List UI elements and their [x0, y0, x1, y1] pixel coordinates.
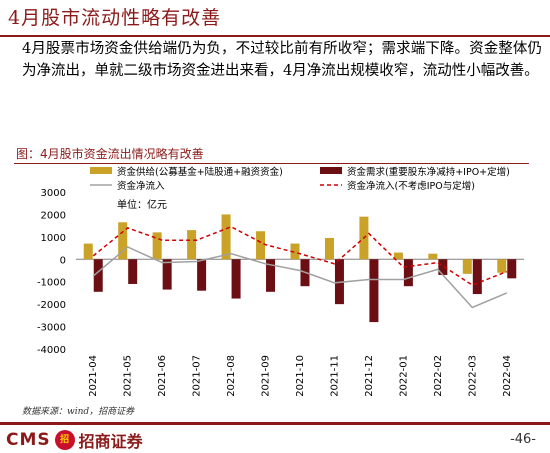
bar-supply	[221, 214, 231, 260]
x-tick-label: 2021-09	[261, 355, 272, 397]
x-tick-label: 2021-11	[329, 355, 340, 397]
bar-supply	[187, 230, 197, 260]
x-tick-label: 2022-01	[398, 355, 409, 397]
x-tick-label: 2021-04	[88, 355, 99, 397]
y-tick-label: -3000	[37, 323, 66, 334]
page-description: 4月股票市场资金供给端仍为负，不过较比前有所收窄；需求端下降。资金整体仍为净流出…	[22, 41, 542, 79]
title-divider	[0, 35, 550, 37]
line-net-inflow	[92, 246, 508, 309]
data-source: 数据来源：wind，招商证券	[22, 407, 135, 417]
x-tick-label: 2022-02	[433, 355, 444, 397]
chart-legend: 资金供给(公募基金+陆股通+融资资金) 资金需求(重要股东净减持+IPO+定增) 资…	[90, 166, 510, 211]
y-tick-label: -4000	[37, 345, 66, 356]
bar-demand	[128, 259, 138, 284]
logo-badge-icon: 招	[54, 430, 75, 450]
chart-labels: 2021-04 2021-05 2021-06 2021-07 2021-08 2021-…	[88, 355, 513, 397]
figure-label: 图：4月股市资金流出情况略有改善	[16, 147, 204, 161]
chart-axes: -4000 -3000 -2000 -1000 0 1000 2000 3000	[37, 188, 524, 356]
y-tick-label: -2000	[37, 300, 66, 311]
flow-chart: 资金供给(公募基金+陆股通+融资资金) 资金需求(重要股东净减持+IPO+定增) 资…	[37, 166, 524, 397]
y-tick-label: 2000	[41, 210, 66, 221]
bar-demand	[266, 259, 276, 292]
bar-supply	[256, 231, 266, 260]
bar-demand	[472, 259, 482, 295]
x-tick-label: 2021-08	[226, 355, 237, 397]
legend-label: 资金净流入	[117, 180, 165, 192]
bar-demand	[507, 259, 517, 279]
bar-supply	[428, 253, 438, 260]
y-tick-label: 3000	[41, 188, 66, 199]
x-tick-label: 2021-06	[157, 355, 168, 397]
bar-supply	[324, 237, 334, 260]
x-tick-label: 2021-07	[192, 355, 203, 397]
chart-bars	[83, 214, 517, 323]
bar-supply	[152, 232, 162, 260]
bar-supply	[118, 222, 128, 260]
logo-company-name: 招商证券	[78, 432, 143, 451]
bar-demand	[403, 259, 413, 287]
bar-demand	[93, 259, 103, 292]
footer-divider	[0, 422, 550, 425]
legend-label: 资金需求(重要股东净减持+IPO+定增)	[347, 166, 510, 178]
x-tick-label: 2021-05	[123, 355, 134, 397]
bar-demand	[197, 259, 207, 291]
bar-demand	[438, 259, 448, 275]
line-net-inflow-ex-ipo	[92, 225, 508, 286]
bar-supply	[462, 259, 472, 274]
x-tick-label: 2021-12	[364, 355, 375, 397]
logo-cms-text: CMS	[6, 430, 51, 450]
bar-supply	[83, 243, 93, 260]
company-logo: CMS 招 招商证券	[6, 428, 143, 452]
y-tick-label: -1000	[37, 278, 66, 289]
x-tick-label: 2022-03	[467, 355, 478, 397]
legend-swatch	[320, 167, 342, 174]
bar-supply	[393, 252, 403, 260]
bar-supply	[497, 259, 507, 273]
page-number: -46-	[510, 432, 536, 447]
legend-label: 资金供给(公募基金+陆股通+融资资金)	[117, 166, 283, 178]
figure-divider	[14, 163, 529, 164]
legend-label: 资金净流入(不考虑IPO与定增)	[347, 180, 475, 192]
x-tick-label: 2021-10	[295, 355, 306, 397]
y-tick-label: 0	[60, 255, 66, 266]
bar-supply	[290, 243, 300, 260]
bar-demand	[162, 259, 172, 290]
bar-demand	[369, 259, 379, 323]
unit-label: 单位：亿元	[117, 198, 167, 211]
chart-lines	[92, 225, 508, 309]
bar-demand	[231, 259, 241, 299]
page-title: 4月股市流动性略有改善	[8, 7, 222, 29]
legend-swatch	[90, 167, 112, 174]
y-tick-label: 1000	[41, 233, 66, 244]
x-tick-label: 2022-04	[502, 355, 513, 397]
